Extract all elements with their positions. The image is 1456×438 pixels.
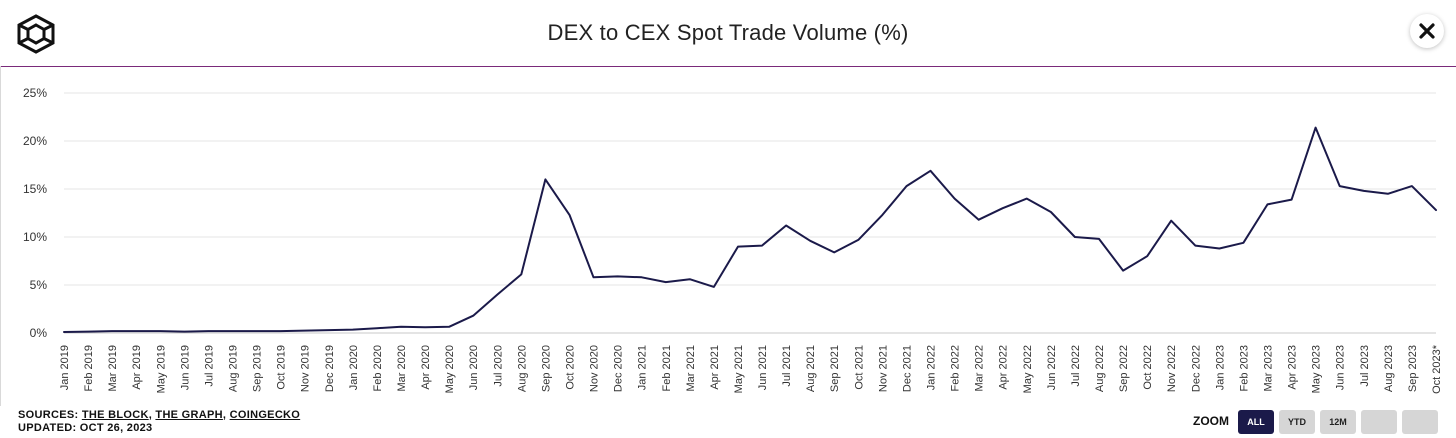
sources-line: SOURCES: THE BLOCK, THE GRAPH, COINGECKO	[18, 409, 300, 422]
x-tick-label: Mar 2023	[1263, 345, 1275, 391]
x-tick-label: Jan 2021	[637, 345, 649, 390]
x-tick-label: Apr 2019	[131, 345, 143, 390]
x-tick-label: Oct 2020	[564, 345, 576, 390]
x-tick-label: Sep 2019	[252, 345, 264, 392]
x-tick-label: Feb 2019	[83, 345, 95, 391]
x-tick-label: Jun 2023	[1335, 345, 1347, 390]
x-tick-label: May 2021	[733, 345, 745, 393]
x-tick-label: Sep 2020	[540, 345, 552, 392]
x-tick-label: Aug 2019	[227, 345, 239, 392]
x-tick-label: May 2019	[155, 345, 167, 393]
x-tick-label: Jul 2022	[1070, 345, 1082, 387]
x-tick-label: Mar 2020	[396, 345, 408, 391]
x-tick-label: Aug 2021	[805, 345, 817, 392]
x-tick-label: Jan 2019	[59, 345, 71, 390]
y-tick-label: 25%	[23, 86, 47, 100]
x-tick-label: Sep 2022	[1118, 345, 1130, 392]
y-tick-label: 5%	[30, 278, 48, 292]
y-tick-label: 15%	[23, 182, 47, 196]
x-tick-label: Mar 2021	[685, 345, 697, 391]
x-tick-label: May 2020	[444, 345, 456, 393]
x-tick-label: Dec 2021	[901, 345, 913, 392]
zoom-12m-button[interactable]: 12M	[1320, 410, 1356, 434]
x-tick-label: Oct 2021	[853, 345, 865, 390]
x-tick-label: Nov 2022	[1166, 345, 1178, 392]
x-tick-label: Sep 2023	[1407, 345, 1419, 392]
sources-note: SOURCES: THE BLOCK, THE GRAPH, COINGECKO…	[18, 409, 300, 435]
x-tick-label: Nov 2019	[300, 345, 312, 392]
series-line	[63, 126, 1437, 333]
x-tick-label: Dec 2020	[613, 345, 625, 392]
the-block-logo-icon	[17, 14, 55, 54]
x-tick-label: May 2022	[1022, 345, 1034, 393]
x-tick-label: Jan 2022	[926, 345, 938, 390]
x-tick-label: Jun 2022	[1046, 345, 1058, 390]
zoom-button-blank-1[interactable]	[1361, 410, 1397, 434]
zoom-ytd-button[interactable]: YTD	[1279, 410, 1315, 434]
x-tick-label: Jul 2020	[492, 345, 504, 387]
x-tick-label: Aug 2023	[1383, 345, 1395, 392]
x-tick-label: Oct 2022	[1142, 345, 1154, 390]
close-button[interactable]	[1410, 14, 1444, 48]
close-icon	[1419, 23, 1435, 39]
x-tick-label: Mar 2019	[107, 345, 119, 391]
x-tick-label: Oct 2023*	[1431, 344, 1443, 394]
x-tick-label: Mar 2022	[974, 345, 986, 391]
x-tick-label: Jun 2019	[179, 345, 191, 390]
zoom-all-button[interactable]: ALL	[1238, 410, 1274, 434]
x-tick-label: Aug 2022	[1094, 345, 1106, 392]
x-tick-label: Apr 2023	[1287, 345, 1299, 390]
x-tick-label: Jun 2021	[757, 345, 769, 390]
source-link-coingecko[interactable]: COINGECKO	[229, 409, 301, 421]
x-tick-label: Jul 2023	[1359, 345, 1371, 387]
chart-title: DEX to CEX Spot Trade Volume (%)	[547, 20, 909, 45]
source-separator: ,	[148, 409, 156, 421]
x-tick-label: May 2023	[1311, 345, 1323, 393]
x-tick-label: Dec 2022	[1190, 345, 1202, 392]
y-tick-label: 10%	[23, 230, 47, 244]
zoom-button-blank-2[interactable]	[1402, 410, 1438, 434]
chart-header: DEX to CEX Spot Trade Volume (%)	[0, 0, 1456, 67]
x-tick-label: Sep 2021	[829, 345, 841, 392]
x-tick-label: Nov 2021	[877, 345, 889, 392]
x-tick-label: Feb 2021	[661, 345, 673, 391]
source-link-the-graph[interactable]: THE GRAPH	[155, 409, 223, 421]
x-tick-label: Jul 2021	[781, 345, 793, 387]
source-link-the-block[interactable]: THE BLOCK	[81, 409, 149, 421]
x-tick-label: Feb 2020	[372, 345, 384, 391]
x-tick-label: Oct 2019	[276, 345, 288, 390]
x-tick-label: Aug 2020	[516, 345, 528, 392]
x-tick-label: Jan 2020	[348, 345, 360, 390]
x-tick-label: Jun 2020	[468, 345, 480, 390]
source-separator: ,	[222, 409, 230, 421]
zoom-label: ZOOM	[1193, 414, 1229, 428]
sources-label: SOURCES:	[18, 409, 79, 421]
x-tick-label: Nov 2020	[589, 345, 601, 392]
y-tick-label: 20%	[23, 134, 47, 148]
y-tick-label: 0%	[30, 326, 48, 340]
line-chart: 0% 5% 10% 15% 20% 25% Jan 2019 Feb 2019 Mar 2019…	[0, 66, 1443, 406]
x-tick-label: Apr 2020	[420, 345, 432, 390]
updated-date: UPDATED: OCT 26, 2023	[18, 422, 153, 434]
x-tick-label: Jan 2023	[1214, 345, 1226, 390]
x-tick-label: Apr 2021	[709, 345, 721, 390]
x-tick-label: Apr 2022	[998, 345, 1010, 390]
x-tick-label: Dec 2019	[324, 345, 336, 392]
x-tick-label: Feb 2022	[950, 345, 962, 391]
x-tick-label: Jul 2019	[203, 345, 215, 387]
x-tick-label: Feb 2023	[1238, 345, 1250, 391]
